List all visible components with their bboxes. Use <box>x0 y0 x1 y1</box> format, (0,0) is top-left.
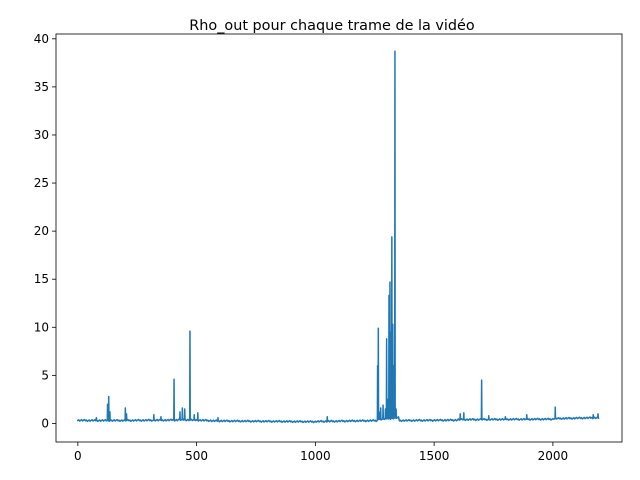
y-tick-label: 30 <box>34 128 49 142</box>
x-tick-label: 500 <box>185 449 208 463</box>
y-tick-label: 10 <box>34 320 49 334</box>
y-tick-label: 5 <box>41 368 49 382</box>
y-tick-label: 15 <box>34 272 49 286</box>
x-tick-label: 2000 <box>538 449 569 463</box>
chart-title: Rho_out pour chaque trame de la vidéo <box>189 18 475 34</box>
y-tick-label: 40 <box>34 32 49 46</box>
axes: 0 500 1000 1500 2000 0 5 10 15 20 25 30 35 40 <box>34 32 623 463</box>
plot-area <box>76 50 600 424</box>
y-tick-label: 25 <box>34 176 49 190</box>
series-line-rho-out <box>76 50 600 424</box>
x-tick-label: 1000 <box>300 449 331 463</box>
y-tick-label: 20 <box>34 224 49 238</box>
y-tick-label: 0 <box>41 416 49 430</box>
x-tick-label: 1500 <box>419 449 450 463</box>
x-tick-label: 0 <box>74 449 82 463</box>
axes-frame <box>55 33 623 443</box>
y-tick-label: 35 <box>34 80 49 94</box>
